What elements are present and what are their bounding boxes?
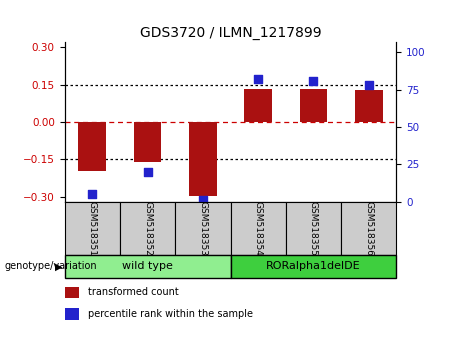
Point: [89, 192, 96, 197]
Point: [199, 198, 207, 203]
Point: [365, 82, 372, 88]
Point: [310, 78, 317, 84]
Bar: [189, 122, 217, 195]
Text: transformed count: transformed count: [88, 287, 178, 297]
Bar: [230, 202, 286, 255]
Bar: [65, 255, 230, 278]
Bar: [65, 202, 120, 255]
Text: percentile rank within the sample: percentile rank within the sample: [88, 309, 253, 319]
Text: GSM518352: GSM518352: [143, 201, 152, 256]
Bar: [65, 308, 79, 320]
Point: [254, 76, 262, 82]
Bar: [244, 88, 272, 122]
Text: genotype/variation: genotype/variation: [5, 261, 97, 272]
Bar: [355, 90, 383, 122]
Bar: [65, 286, 79, 298]
Text: GSM518354: GSM518354: [254, 201, 263, 256]
Bar: [341, 202, 396, 255]
Text: GSM518351: GSM518351: [88, 201, 97, 256]
Text: RORalpha1delDE: RORalpha1delDE: [266, 261, 361, 272]
Bar: [175, 202, 230, 255]
Point: [144, 169, 151, 175]
Bar: [134, 122, 161, 162]
Text: GSM518356: GSM518356: [364, 201, 373, 256]
Bar: [120, 202, 175, 255]
Bar: [78, 122, 106, 171]
Bar: [230, 255, 396, 278]
Bar: [286, 202, 341, 255]
Text: wild type: wild type: [122, 261, 173, 272]
Text: GSM518353: GSM518353: [198, 201, 207, 256]
Title: GDS3720 / ILMN_1217899: GDS3720 / ILMN_1217899: [140, 26, 321, 40]
Text: GSM518355: GSM518355: [309, 201, 318, 256]
Bar: [300, 88, 327, 122]
Text: ▶: ▶: [55, 261, 63, 272]
